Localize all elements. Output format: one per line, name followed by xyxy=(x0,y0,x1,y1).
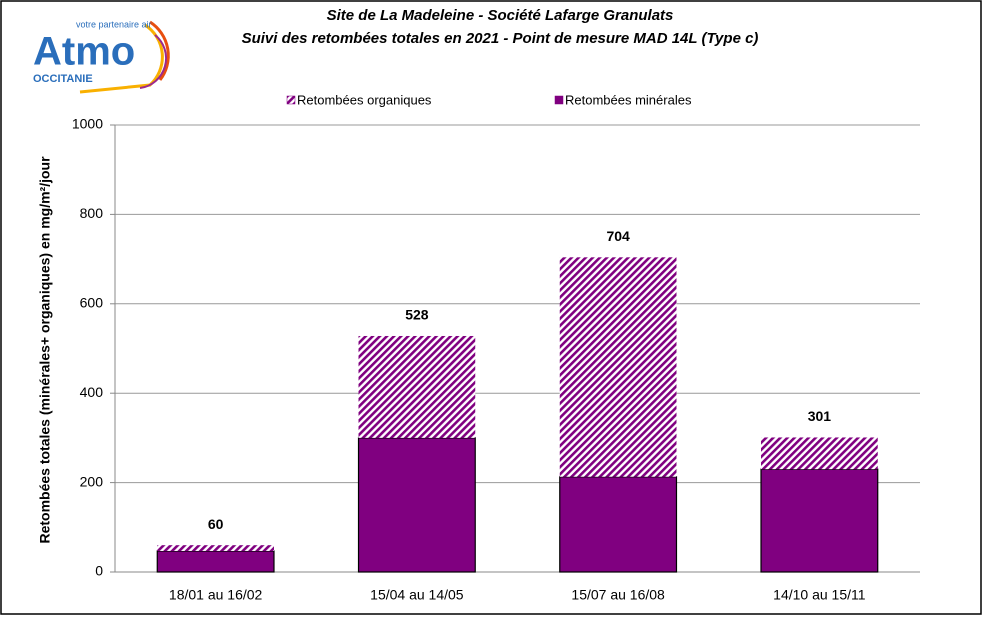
logo-name: Atmo xyxy=(33,30,135,74)
logo: votre partenaire air Atmo OCCITANIE xyxy=(33,19,170,94)
y-tick-label: 200 xyxy=(80,473,104,489)
legend-label: Retombées organiques xyxy=(297,92,432,107)
y-axis-label: Retombées totales (minérales+ organiques… xyxy=(37,156,53,544)
x-tick-label: 15/04 au 14/05 xyxy=(370,587,464,603)
legend-swatch xyxy=(286,95,296,105)
chart-subtitle: Suivi des retombées totales en 2021 - Po… xyxy=(242,30,759,47)
total-label: 60 xyxy=(208,516,224,532)
logo-region: OCCITANIE xyxy=(33,73,93,85)
total-label: 528 xyxy=(405,307,429,323)
legend-swatch xyxy=(554,95,564,105)
x-tick-label: 18/01 au 16/02 xyxy=(169,587,263,603)
bar-segment xyxy=(156,550,275,573)
x-tick-label: 15/07 au 16/08 xyxy=(571,587,665,603)
total-label: 704 xyxy=(606,228,630,244)
bar-segment xyxy=(357,437,476,573)
y-tick-label: 600 xyxy=(80,295,104,311)
y-tick-label: 1000 xyxy=(72,116,103,132)
y-tick-label: 400 xyxy=(80,384,104,400)
bar-segment xyxy=(761,437,878,470)
logo-tagline: votre partenaire air xyxy=(76,19,152,29)
x-tick-label: 14/10 au 15/11 xyxy=(773,587,866,603)
bar-segment xyxy=(358,335,476,438)
bar-segment xyxy=(559,476,678,573)
y-tick-label: 800 xyxy=(80,205,104,221)
chart-title: Site de La Madeleine - Société Lafarge G… xyxy=(327,7,674,24)
legend-label: Retombées minérales xyxy=(565,92,692,107)
bar-segment xyxy=(157,545,274,551)
bar-segment xyxy=(559,257,677,477)
total-label: 301 xyxy=(808,408,832,424)
bar-segment xyxy=(760,468,879,573)
y-tick-label: 0 xyxy=(95,563,103,579)
